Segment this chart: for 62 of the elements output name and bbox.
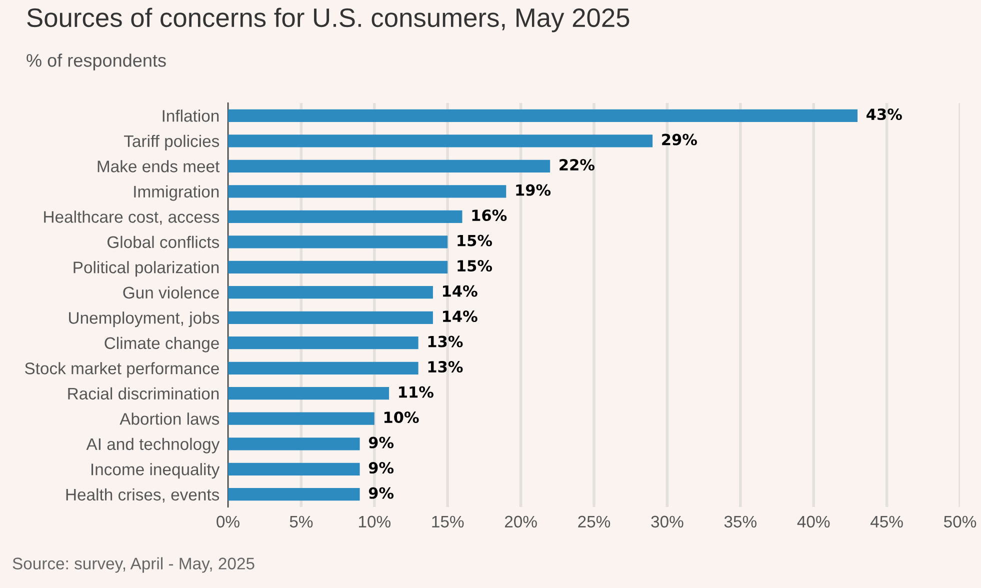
y-tick-label: Political polarization: [74, 261, 219, 277]
data-label: 13%: [428, 336, 463, 348]
bar: [228, 286, 433, 299]
bar: [228, 438, 360, 450]
data-label: 13%: [428, 361, 463, 373]
x-tick-label: 30%: [651, 516, 684, 528]
data-label: 43%: [866, 108, 902, 120]
x-tick-label: 50%: [944, 516, 976, 528]
y-tick-label: Healthcare cost, access: [44, 210, 220, 225]
data-label: 11%: [399, 386, 434, 398]
x-tick-label: 10%: [358, 516, 390, 528]
chart-title: Sources of concerns for U.S. consumers, May 2025: [27, 8, 630, 32]
bar: [228, 109, 858, 122]
data-label: 19%: [516, 184, 551, 196]
data-label: 14%: [443, 310, 478, 322]
source-note: Source: survey, April - May, 2025: [12, 557, 254, 573]
bar: [228, 336, 418, 350]
data-label: 9%: [368, 487, 394, 499]
y-tick-label: Income inequality: [92, 463, 220, 479]
x-tick-label: 15%: [432, 516, 464, 528]
data-label: 15%: [458, 260, 492, 272]
y-tick-label: Racial discrimination: [68, 387, 219, 400]
data-label: 9%: [368, 436, 394, 448]
bar: [228, 488, 360, 501]
data-label: 15%: [458, 234, 492, 246]
bar: [228, 134, 653, 148]
y-tick-label: Climate change: [104, 336, 219, 352]
data-label: 22%: [560, 159, 594, 171]
bar: [228, 387, 390, 400]
x-tick-label: 35%: [724, 516, 756, 528]
x-tick-label: 0%: [216, 516, 240, 528]
y-tick-label: Tariff policies: [124, 134, 220, 150]
x-tick-label: 40%: [797, 516, 830, 528]
y-tick-label: Gun violence: [123, 286, 219, 299]
bar: [228, 185, 506, 198]
y-tick-label: AI and technology: [86, 438, 220, 454]
y-tick-label: Abortion laws: [120, 412, 220, 425]
y-tick-label: Health crises, events: [66, 488, 220, 503]
data-label: 10%: [384, 412, 419, 424]
y-tick-label: Make ends meet: [98, 160, 220, 172]
data-label: 14%: [443, 285, 478, 297]
bar: [228, 362, 418, 374]
bar: [228, 210, 462, 223]
bar: [228, 160, 550, 172]
data-label: 9%: [368, 462, 394, 474]
chart-subtitle: % of respondents: [26, 54, 166, 70]
y-tick-label: Global conflicts: [107, 236, 220, 248]
x-tick-label: 5%: [290, 516, 313, 528]
x-tick-label: 45%: [870, 516, 903, 528]
y-tick-label: Immigration: [134, 185, 219, 201]
y-tick-label: Stock market performance: [24, 362, 219, 378]
y-tick-label: Unemployment, jobs: [69, 312, 220, 328]
y-tick-label: Inflation: [162, 110, 219, 122]
bar: [228, 311, 433, 324]
x-tick-label: 25%: [578, 516, 610, 528]
bar: [228, 412, 374, 425]
bar: [228, 462, 360, 476]
x-tick-label: 20%: [504, 516, 537, 528]
bar: [228, 236, 448, 248]
bar: [228, 260, 448, 274]
data-label: 29%: [662, 134, 697, 146]
data-label: 16%: [472, 210, 507, 222]
